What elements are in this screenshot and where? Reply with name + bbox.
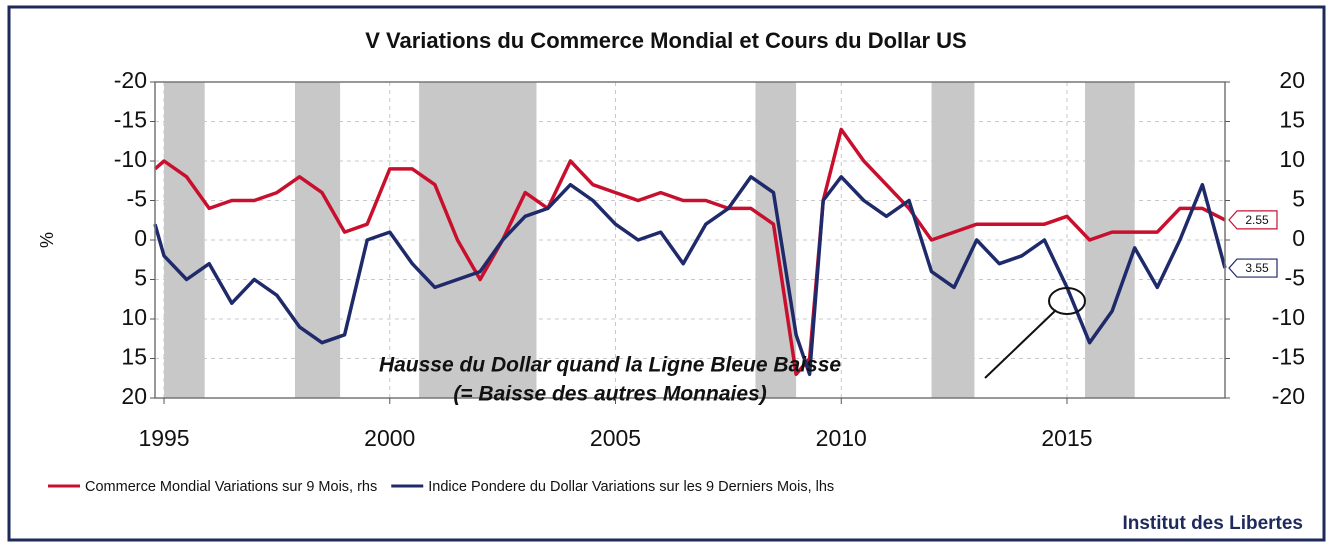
y-tick-label: -5: [127, 186, 147, 212]
x-tick-label: 2010: [816, 425, 867, 451]
y-tick-label: -10: [114, 146, 147, 172]
y-tick-label: 5: [134, 265, 147, 291]
y-tick-label: -15: [114, 107, 147, 133]
y-tick-label: -20: [114, 67, 147, 93]
y-tick-label: 20: [121, 383, 147, 409]
y2-tick-label: 0: [1292, 225, 1305, 251]
legend-label: Indice Pondere du Dollar Variations sur …: [428, 479, 834, 495]
source: Institut des Libertes: [1122, 513, 1303, 534]
y2-tick-label: 5: [1292, 186, 1305, 212]
y-tick-label: 10: [121, 304, 147, 330]
legend: Commerce Mondial Variations sur 9 Mois, …: [48, 479, 834, 495]
shaded-period: [931, 82, 975, 398]
end-label-box: [1228, 258, 1278, 278]
chart-title: V Variations du Commerce Mondial et Cour…: [365, 28, 966, 53]
y2-tick-label: -10: [1272, 304, 1305, 330]
x-tick-label: 2005: [590, 425, 641, 451]
y-tick-label: 0: [134, 225, 147, 251]
x-tick-label: 1995: [138, 425, 189, 451]
legend-label: Commerce Mondial Variations sur 9 Mois, …: [85, 479, 377, 495]
series-line: [153, 127, 1226, 377]
annotation: (= Baisse des autres Monnaies): [453, 383, 766, 406]
y2-tick-label: 15: [1279, 107, 1305, 133]
y2-tick-label: -15: [1272, 344, 1305, 370]
y-tick-label: 15: [121, 344, 147, 370]
end-label: 3.55: [1245, 261, 1269, 275]
y2-tick-label: -20: [1272, 383, 1305, 409]
series-lines: [153, 127, 1227, 377]
annotation: Hausse du Dollar quand la Ligne Bleue Ba…: [379, 354, 841, 377]
series-line: [153, 175, 1227, 377]
x-tick-label: 2015: [1041, 425, 1092, 451]
annotation-circle: [1048, 287, 1086, 315]
end-label-box: [1228, 210, 1278, 230]
y2-tick-label: 20: [1279, 67, 1305, 93]
x-tick-label: 2000: [364, 425, 415, 451]
y2-tick-label: 10: [1279, 146, 1305, 172]
end-label: 2.55: [1245, 213, 1269, 227]
annotation-arrow: [984, 309, 1057, 379]
y2-tick-label: -5: [1285, 265, 1305, 291]
y-axis-label: %: [37, 232, 57, 248]
